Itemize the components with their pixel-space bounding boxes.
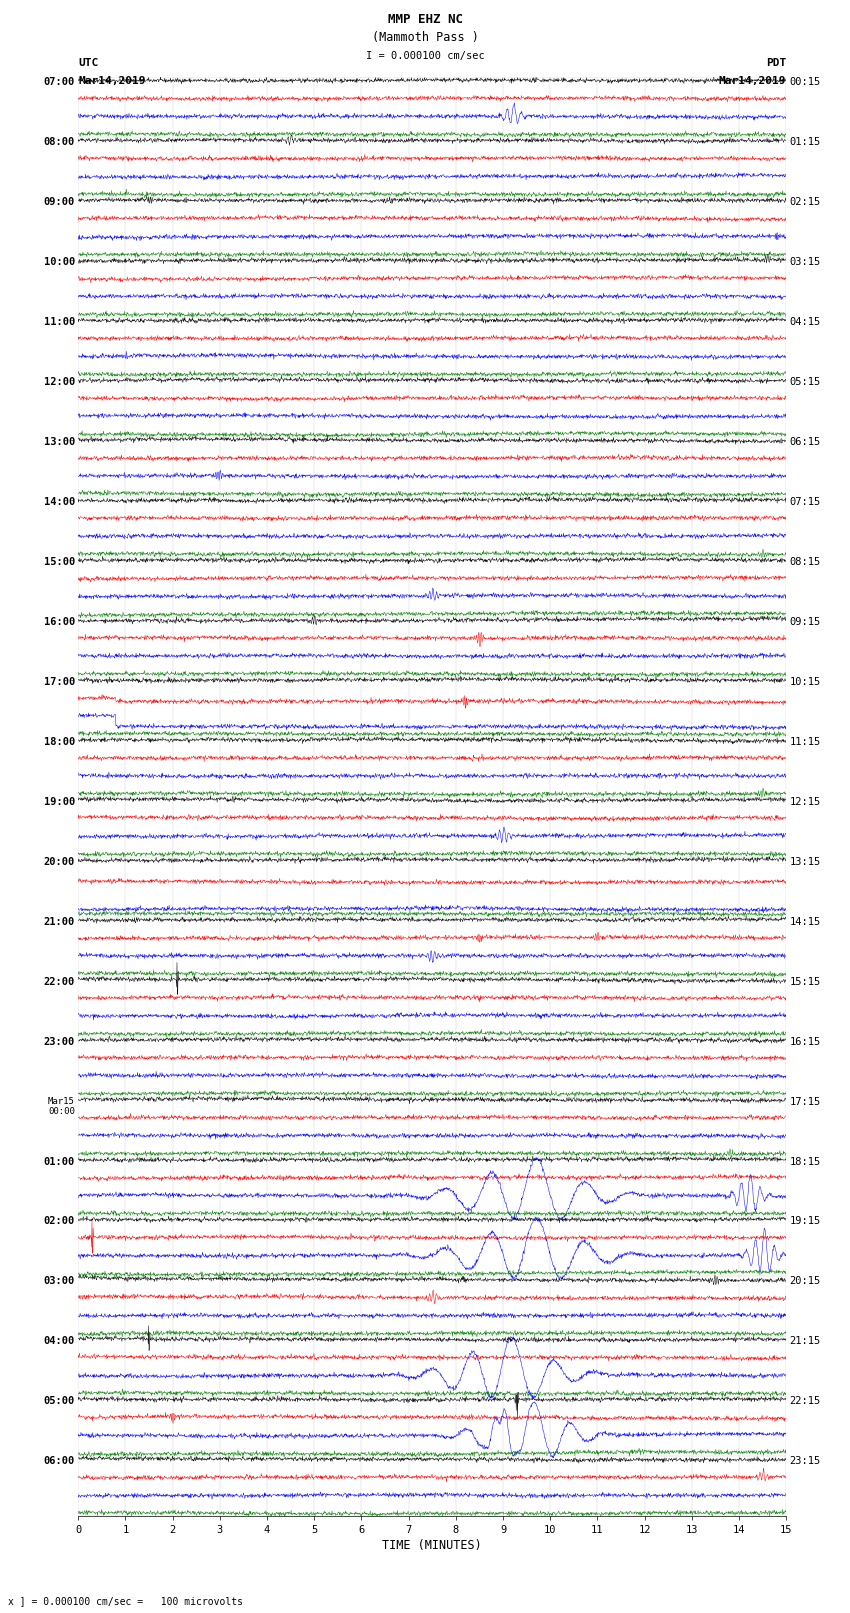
Text: PDT: PDT — [766, 58, 786, 68]
Text: 07:15: 07:15 — [790, 497, 821, 506]
Text: 03:00: 03:00 — [43, 1276, 75, 1287]
Text: 09:00: 09:00 — [43, 197, 75, 208]
Text: 17:15: 17:15 — [790, 1097, 821, 1107]
Text: 18:00: 18:00 — [43, 737, 75, 747]
Text: 06:15: 06:15 — [790, 437, 821, 447]
Text: 20:15: 20:15 — [790, 1276, 821, 1287]
Text: 06:00: 06:00 — [43, 1457, 75, 1466]
X-axis label: TIME (MINUTES): TIME (MINUTES) — [382, 1539, 482, 1552]
Text: UTC: UTC — [78, 58, 99, 68]
Text: 00:15: 00:15 — [790, 77, 821, 87]
Text: 10:00: 10:00 — [43, 258, 75, 268]
Text: 15:00: 15:00 — [43, 556, 75, 568]
Text: 05:00: 05:00 — [43, 1397, 75, 1407]
Text: 22:00: 22:00 — [43, 977, 75, 987]
Text: 23:15: 23:15 — [790, 1457, 821, 1466]
Text: 19:00: 19:00 — [43, 797, 75, 806]
Text: 21:15: 21:15 — [790, 1336, 821, 1347]
Text: (Mammoth Pass ): (Mammoth Pass ) — [371, 31, 479, 44]
Text: 19:15: 19:15 — [790, 1216, 821, 1226]
Text: 02:00: 02:00 — [43, 1216, 75, 1226]
Text: 08:15: 08:15 — [790, 556, 821, 568]
Text: 13:15: 13:15 — [790, 857, 821, 866]
Text: 15:15: 15:15 — [790, 977, 821, 987]
Text: 23:00: 23:00 — [43, 1037, 75, 1047]
Text: 21:00: 21:00 — [43, 916, 75, 927]
Text: I = 0.000100 cm/sec: I = 0.000100 cm/sec — [366, 52, 484, 61]
Text: 11:15: 11:15 — [790, 737, 821, 747]
Text: 16:00: 16:00 — [43, 618, 75, 627]
Text: 04:15: 04:15 — [790, 318, 821, 327]
Text: 05:15: 05:15 — [790, 377, 821, 387]
Text: 01:15: 01:15 — [790, 137, 821, 147]
Text: 16:15: 16:15 — [790, 1037, 821, 1047]
Text: 22:15: 22:15 — [790, 1397, 821, 1407]
Text: 09:15: 09:15 — [790, 618, 821, 627]
Text: x ] = 0.000100 cm/sec =   100 microvolts: x ] = 0.000100 cm/sec = 100 microvolts — [8, 1597, 243, 1607]
Text: 07:00: 07:00 — [43, 77, 75, 87]
Text: 13:00: 13:00 — [43, 437, 75, 447]
Text: 18:15: 18:15 — [790, 1157, 821, 1166]
Text: 02:15: 02:15 — [790, 197, 821, 208]
Text: 04:00: 04:00 — [43, 1336, 75, 1347]
Text: Mar14,2019: Mar14,2019 — [78, 76, 145, 85]
Text: 14:15: 14:15 — [790, 916, 821, 927]
Text: Mar15
00:00: Mar15 00:00 — [48, 1097, 75, 1116]
Text: MMP EHZ NC: MMP EHZ NC — [388, 13, 462, 26]
Text: 12:00: 12:00 — [43, 377, 75, 387]
Text: 10:15: 10:15 — [790, 677, 821, 687]
Text: 01:00: 01:00 — [43, 1157, 75, 1166]
Text: 12:15: 12:15 — [790, 797, 821, 806]
Text: 20:00: 20:00 — [43, 857, 75, 866]
Text: 17:00: 17:00 — [43, 677, 75, 687]
Text: 11:00: 11:00 — [43, 318, 75, 327]
Text: 08:00: 08:00 — [43, 137, 75, 147]
Text: 03:15: 03:15 — [790, 258, 821, 268]
Text: Mar14,2019: Mar14,2019 — [719, 76, 786, 85]
Text: 14:00: 14:00 — [43, 497, 75, 506]
